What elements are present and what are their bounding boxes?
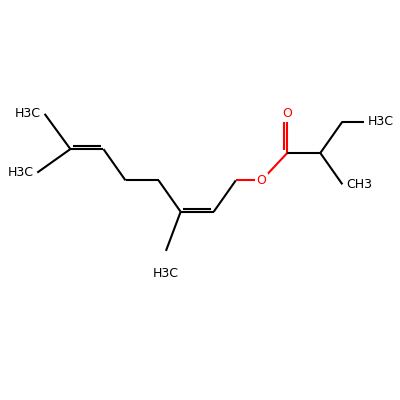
Text: H3C: H3C: [153, 266, 179, 280]
Text: H3C: H3C: [8, 166, 34, 179]
Text: H3C: H3C: [368, 115, 394, 128]
Text: CH3: CH3: [346, 178, 372, 191]
Text: H3C: H3C: [15, 107, 41, 120]
Text: O: O: [256, 174, 266, 187]
Text: O: O: [282, 107, 292, 120]
